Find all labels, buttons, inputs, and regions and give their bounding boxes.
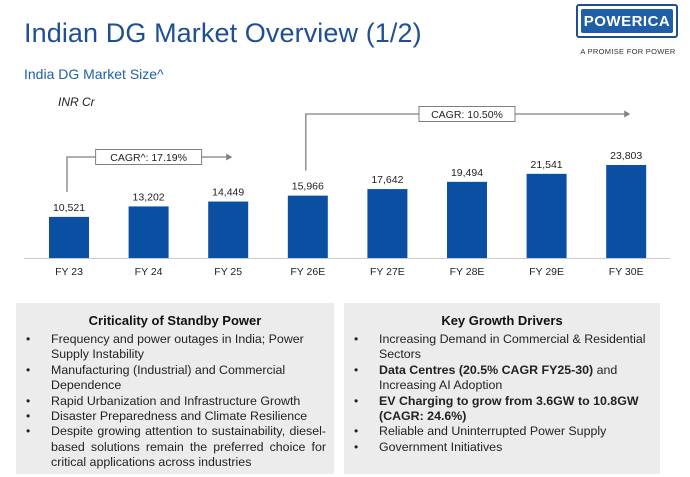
cagr-label: CAGR: 10.50% <box>431 109 503 121</box>
x-tick-label: FY 23 <box>55 266 83 278</box>
criticality-item: Disaster Preparedness and Climate Resili… <box>24 409 326 425</box>
cagr-arrowhead <box>624 110 631 118</box>
x-tick-label: FY 29E <box>529 266 564 278</box>
criticality-panel: Criticality of Standby Power Frequency a… <box>16 303 334 474</box>
x-tick-label: FY 30E <box>609 266 644 278</box>
bar <box>49 216 89 258</box>
powerica-logo: POWERICA A PROMISE FOR POWER <box>574 4 682 60</box>
bar <box>447 181 487 258</box>
bar <box>128 206 169 258</box>
logo-tagline: A PROMISE FOR POWER <box>580 47 676 56</box>
growth-drivers-title: Key Growth Drivers <box>441 313 563 328</box>
logo-wordmark: POWERICA <box>583 12 671 30</box>
page-title: Indian DG Market Overview (1/2) <box>24 18 422 48</box>
cagr-arrowhead <box>226 153 233 161</box>
bar <box>208 201 249 258</box>
data-label: 14,449 <box>212 187 244 199</box>
driver-item: Government Initiatives <box>352 440 652 456</box>
criticality-item: Manufacturing (Industrial) and Commercia… <box>24 363 326 394</box>
data-label: 15,966 <box>292 181 324 193</box>
criticality-item: Despite growing attention to sustainabil… <box>24 424 326 470</box>
x-tick-label: FY 25 <box>214 266 242 278</box>
market-size-chart: 10,521 FY 23 13,202 FY 24 14,449 FY 25 15,966 F… <box>24 106 670 278</box>
cagr-arrow <box>305 113 625 171</box>
criticality-title: Criticality of Standby Power <box>88 313 262 328</box>
unit-label: INR Cr <box>58 95 95 109</box>
driver-item: Reliable and Uninterrupted Power Supply <box>352 424 652 440</box>
bar <box>287 195 328 258</box>
criticality-item: Rapid Urbanization and Infrastructure Gr… <box>24 394 326 410</box>
data-label: 17,642 <box>371 174 403 186</box>
criticality-item: Frequency and power outages in India; Po… <box>24 332 326 363</box>
data-label: 13,202 <box>133 191 165 203</box>
growth-drivers-panel: Key Growth Drivers Increasing Demand in … <box>344 303 660 474</box>
x-tick-label: FY 24 <box>135 266 163 278</box>
data-label: 23,803 <box>610 150 642 162</box>
data-label: 21,541 <box>531 159 563 171</box>
data-label: 10,521 <box>53 202 85 214</box>
cagr-label: CAGR^: 17.19% <box>110 152 187 164</box>
chart-subtitle: India DG Market Size^ <box>24 66 164 82</box>
driver-item: Data Centres (20.5% CAGR FY25-30) and In… <box>352 363 652 394</box>
logo-inner: POWERICA <box>581 9 673 33</box>
driver-item: Increasing Demand in Commercial & Reside… <box>352 332 652 363</box>
data-label: 19,494 <box>451 167 483 179</box>
bar <box>367 189 408 258</box>
x-tick-label: FY 28E <box>450 266 485 278</box>
cagr-box <box>418 106 516 122</box>
x-tick-label: FY 27E <box>370 266 405 278</box>
bar <box>606 165 647 258</box>
criticality-list: Frequency and power outages in India; Po… <box>24 332 326 471</box>
cagr-box <box>95 149 203 165</box>
driver-item: EV Charging to grow from 3.6GW to 10.8GW… <box>352 394 652 425</box>
bar <box>526 173 567 258</box>
logo-badge: POWERICA <box>576 4 678 38</box>
x-tick-label: FY 26E <box>290 266 325 278</box>
growth-drivers-list: Increasing Demand in Commercial & Reside… <box>352 332 652 456</box>
